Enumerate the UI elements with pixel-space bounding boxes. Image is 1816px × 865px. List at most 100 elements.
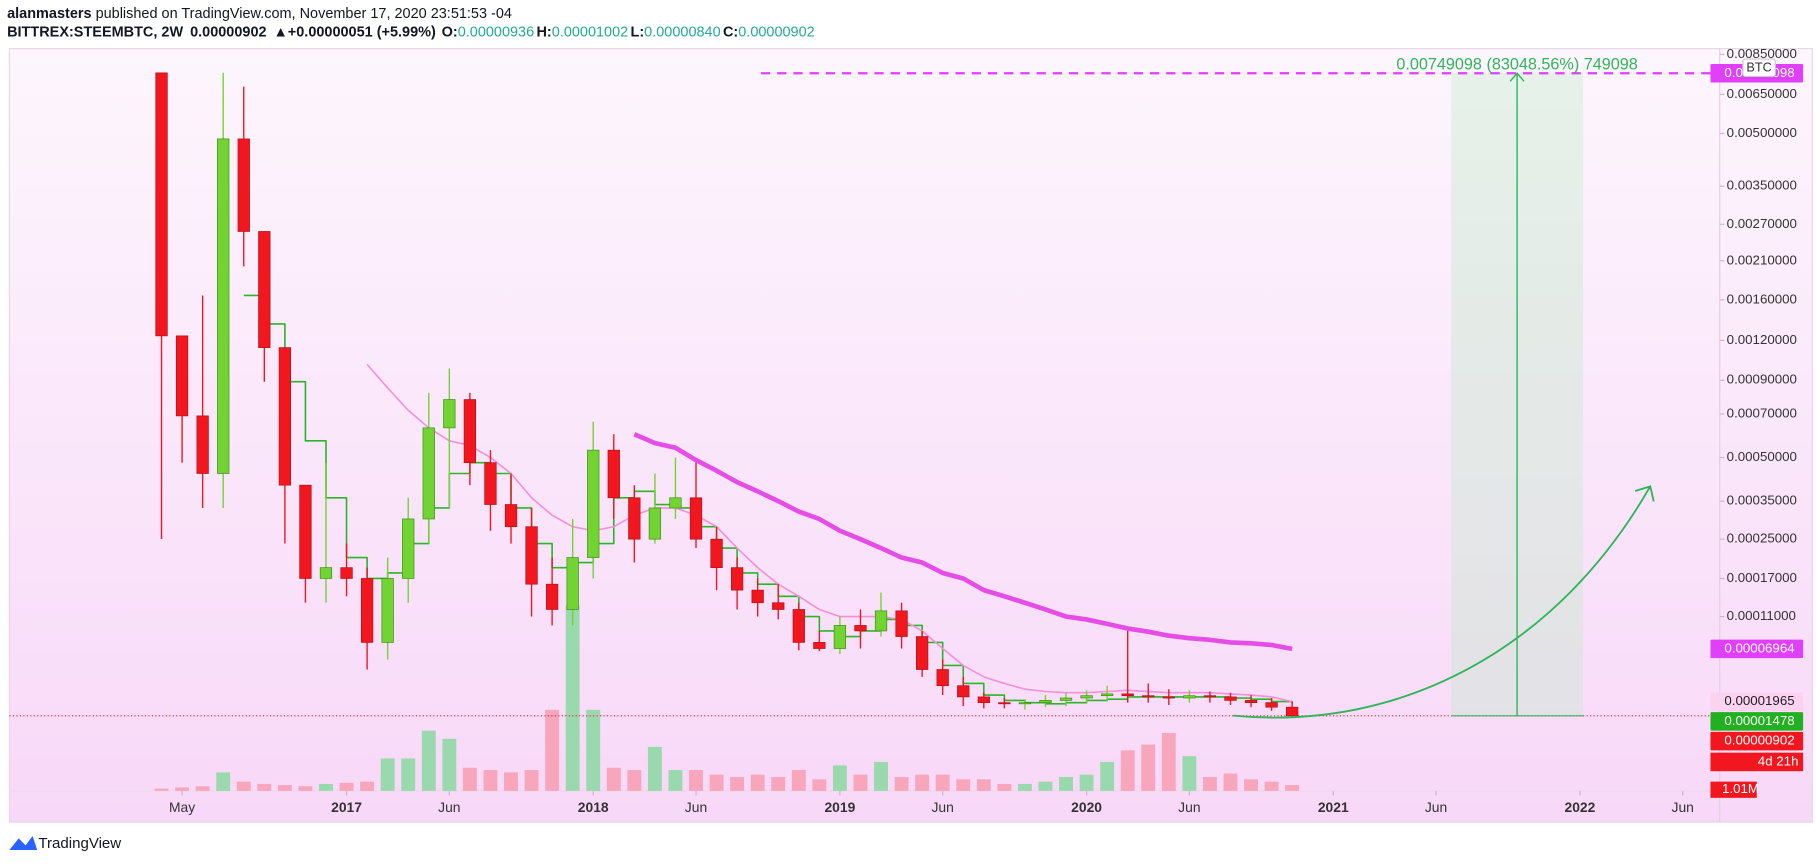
candle-body [504,504,518,528]
volume-bar [483,770,498,791]
candle-body [237,138,250,232]
volume-bar [1120,750,1135,791]
candle-body [1059,697,1073,701]
volume-bar [750,774,765,791]
candle-body [299,484,312,579]
y-tick-label: 0.00120000 [1727,332,1797,347]
y-tick-label: 0.00650000 [1727,86,1797,101]
target-label: 0.00749098 (83048.56%) 749098 [1396,55,1637,73]
candle-body [278,347,292,486]
volume-bar [1285,785,1300,791]
volume-bar [1100,761,1115,791]
volume-bar [791,770,806,791]
candle-body [1142,695,1155,698]
volume-bar [812,779,827,791]
indicator-line [366,363,1293,703]
volume-bar [976,779,991,791]
candle-body [1183,695,1196,699]
indicator-line [633,432,1293,652]
candle-body [566,557,579,610]
candle-body [1101,693,1114,697]
candle-body [484,462,497,505]
x-tick-label: May [169,799,195,815]
volume-bar [360,781,375,791]
candle-body [587,449,600,558]
volume-bar [668,770,683,791]
volume-label: 1.01M [1722,781,1759,796]
publish-line: alanmasters published on TradingView.com… [7,6,512,22]
candle-body [217,138,230,474]
candle-body [1203,695,1217,698]
x-tick-label: 2018 [578,799,609,815]
candle-body [155,72,168,337]
ohlc-value: 0.00001002 [552,24,628,40]
x-tick-label: Jun [1425,799,1447,815]
chart-background [8,48,1813,823]
x-tick-label: Jun [1672,799,1694,815]
candle-body [854,625,867,632]
candle-body [607,449,620,499]
candle-body [751,589,764,604]
volume-bar [401,758,416,791]
volume-bar [1182,756,1197,791]
candle-body [360,578,374,643]
candle-body [545,583,559,610]
volume-bar [627,770,642,791]
candle-body [196,415,209,474]
candle-body [710,538,723,568]
footer-brand: TradingView [38,835,121,852]
candle-body [772,602,785,610]
footer-logo [9,836,38,850]
candle-body [381,578,394,643]
target-arrowhead [1509,72,1525,82]
volume-bar [832,765,847,791]
candle-body [525,526,538,585]
y-tick-label: 0.00017000 [1727,570,1797,585]
candle-body [1244,700,1258,704]
candle-body [463,399,477,464]
currency-box [1742,58,1776,78]
candle-body [1121,693,1134,697]
volume-bar [421,730,436,791]
volume-bar [1141,744,1156,791]
candle-body [895,610,908,637]
volume-bar [997,783,1012,791]
candle-body [402,518,415,579]
volume-bar [319,783,333,791]
y-tick-label: 0.00035000 [1727,493,1797,508]
volume-bar [1038,781,1053,791]
volume-bar [565,605,580,791]
volume-bar [586,709,601,791]
symbol: BITTREX:STEEMBTC, 2W [7,24,183,40]
volume-bar [894,776,909,791]
candle-body [319,567,333,579]
candle-body [915,636,929,670]
volume-bar [1079,774,1094,791]
volume-bar [545,709,560,791]
candle-body [977,696,990,704]
symbol-line: BITTREX:STEEMBTC, 2W 0.00000902 ▲+0.000000… [7,24,815,40]
y-tick-label: 0.00210000 [1727,252,1797,267]
volume-bar [1017,783,1032,791]
candle-body [689,497,703,540]
candle-body [422,427,435,520]
price-label-box [1710,692,1804,711]
volume-bar [915,774,930,791]
x-tick-label: 2020 [1071,799,1102,815]
y-tick-label: 0.00160000 [1727,291,1797,306]
y-tick-label: 0.00011000 [1727,608,1796,623]
x-tick-label: 2021 [1318,799,1349,815]
ohlc-label: C: [723,24,738,40]
volume-bar [339,782,354,791]
volume-bar [689,770,703,791]
y-tick-label: 0.00090000 [1727,372,1797,387]
last-price: 0.00000902 [190,24,266,40]
y-tick-label: 0.00350000 [1727,178,1797,193]
x-tick-label: Jun [438,799,460,815]
x-tick-label: Jun [932,799,954,815]
price-label: 0.00001478 [1724,713,1794,728]
y-tick-label: 0.00850000 [1727,46,1797,61]
candle-body [936,669,949,687]
